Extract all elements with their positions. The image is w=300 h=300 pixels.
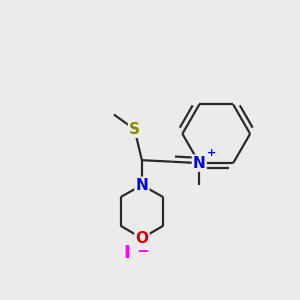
Text: N: N (193, 156, 206, 171)
Text: O: O (135, 231, 148, 246)
Text: I: I (123, 244, 130, 262)
Text: +: + (206, 148, 216, 158)
Text: N: N (136, 178, 148, 193)
Text: −: − (136, 244, 149, 259)
Text: S: S (129, 122, 140, 137)
